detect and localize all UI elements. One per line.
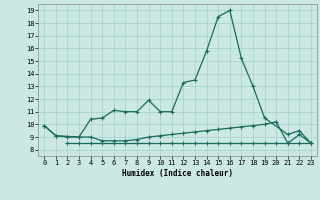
X-axis label: Humidex (Indice chaleur): Humidex (Indice chaleur): [122, 169, 233, 178]
